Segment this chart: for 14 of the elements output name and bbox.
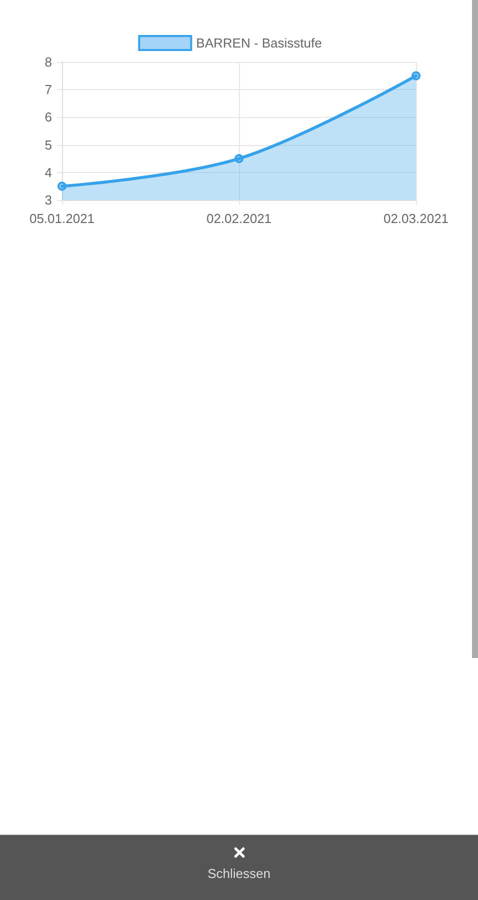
legend-label: BARREN - Basisstufe (196, 36, 322, 50)
y-tick-label: 8 (44, 54, 52, 70)
x-tick-label: 02.03.2021 (383, 211, 449, 226)
y-tick-label: 7 (44, 82, 52, 98)
close-button: Schliessen (0, 834, 478, 900)
y-tick-label: 4 (44, 164, 52, 180)
y-tick-label: 3 (44, 192, 52, 208)
x-tick-label: 05.01.2021 (29, 211, 95, 226)
x-tick-label: 02.02.2021 (206, 211, 272, 226)
point (412, 71, 420, 80)
point (58, 182, 66, 191)
point (234, 154, 244, 164)
y-tick-label: 6 (44, 110, 52, 125)
y-tick-label: 5 (44, 137, 52, 152)
